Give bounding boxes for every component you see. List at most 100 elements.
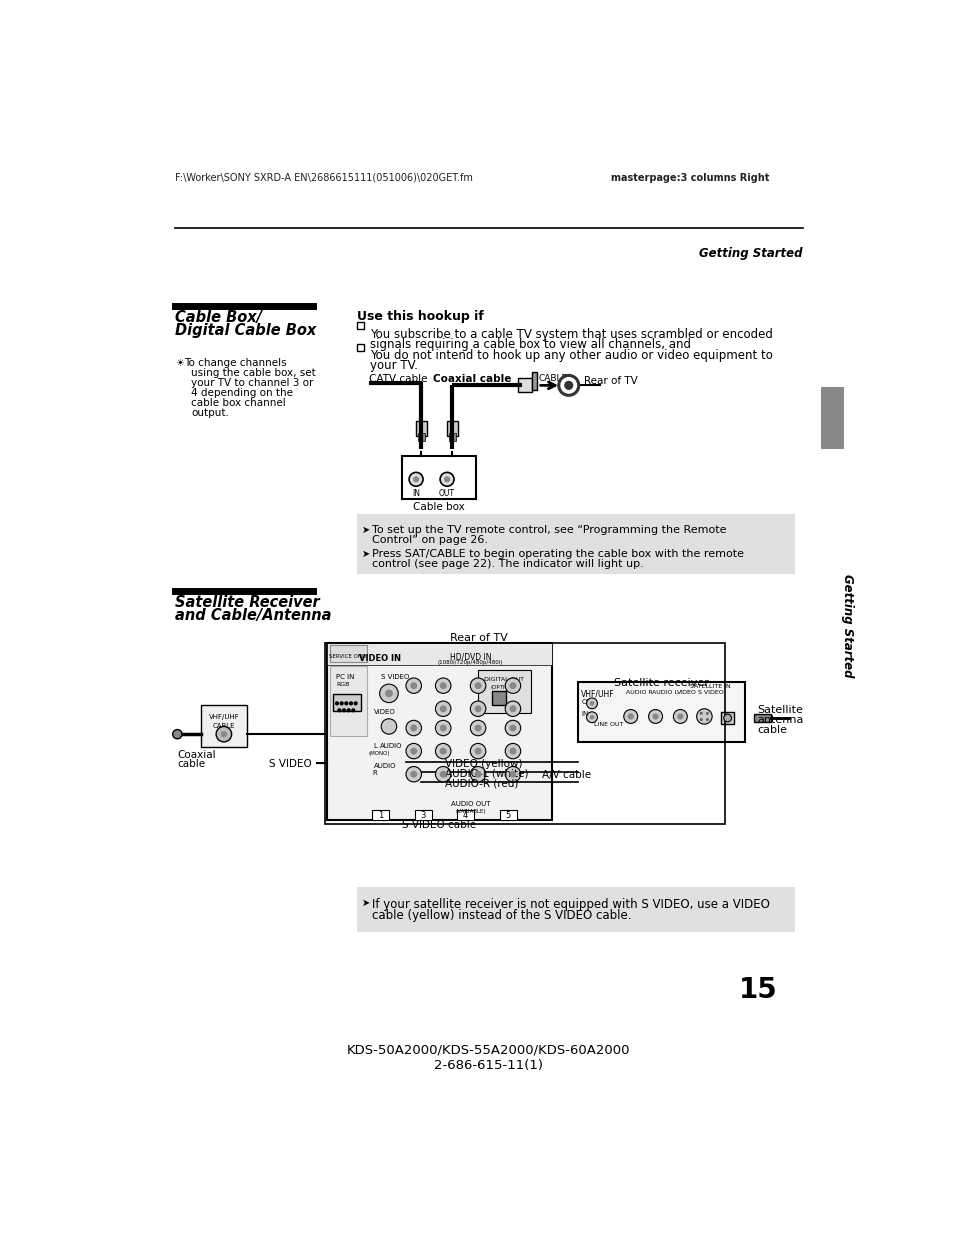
Text: VIDEO IN: VIDEO IN — [358, 655, 400, 663]
Text: HD/DVD IN: HD/DVD IN — [449, 652, 491, 662]
Bar — [356, 322, 364, 330]
Text: Satellite: Satellite — [757, 705, 802, 715]
Circle shape — [470, 767, 485, 782]
Text: 5: 5 — [505, 810, 511, 820]
Circle shape — [439, 771, 446, 778]
Bar — [356, 343, 364, 351]
Text: SATELLITE IN: SATELLITE IN — [690, 684, 730, 689]
Text: AUDIO-R (red): AUDIO-R (red) — [444, 779, 517, 789]
Text: ➤: ➤ — [361, 898, 370, 908]
Circle shape — [439, 472, 454, 487]
Text: Digital Cable Box: Digital Cable Box — [174, 324, 316, 338]
Bar — [416, 421, 427, 436]
Bar — [200, 705, 247, 747]
Text: VHF/UHF: VHF/UHF — [580, 689, 614, 699]
Text: VIDEO (yellow): VIDEO (yellow) — [444, 758, 521, 769]
Circle shape — [435, 767, 451, 782]
Text: VHF/UHF: VHF/UHF — [209, 714, 239, 720]
Text: SERVICE ONLY: SERVICE ONLY — [329, 655, 368, 659]
Bar — [417, 433, 425, 441]
Text: cable: cable — [177, 758, 205, 769]
Text: OUT: OUT — [580, 699, 596, 705]
Bar — [356, 514, 794, 574]
Text: Satellite Receiver: Satellite Receiver — [174, 595, 319, 610]
Circle shape — [349, 701, 352, 705]
Circle shape — [337, 709, 340, 711]
Text: AUDIO: AUDIO — [373, 763, 395, 768]
Circle shape — [586, 711, 597, 722]
Circle shape — [379, 684, 397, 703]
Bar — [820, 387, 843, 448]
Circle shape — [439, 682, 446, 689]
Text: 15: 15 — [739, 976, 778, 1004]
Bar — [330, 645, 367, 662]
Text: R: R — [372, 771, 376, 777]
Circle shape — [505, 743, 520, 758]
Circle shape — [385, 689, 393, 698]
Circle shape — [413, 477, 418, 483]
Text: DIGITAL OUT: DIGITAL OUT — [484, 677, 524, 682]
Circle shape — [347, 709, 350, 711]
Circle shape — [410, 747, 416, 755]
Circle shape — [509, 771, 516, 778]
Circle shape — [705, 711, 708, 715]
Text: AUDIO-L (white): AUDIO-L (white) — [444, 769, 528, 779]
Bar — [325, 643, 723, 824]
Circle shape — [443, 477, 450, 483]
Text: Coaxial cable: Coaxial cable — [433, 374, 511, 384]
Text: Satellite receiver: Satellite receiver — [613, 678, 708, 688]
Bar — [532, 372, 537, 390]
Circle shape — [406, 767, 421, 782]
Circle shape — [406, 743, 421, 758]
Circle shape — [335, 701, 338, 705]
Text: PC IN: PC IN — [335, 674, 355, 680]
Text: 4 depending on the: 4 depending on the — [192, 388, 293, 398]
Circle shape — [435, 720, 451, 736]
Bar — [578, 682, 744, 742]
Bar — [499, 810, 517, 820]
Circle shape — [410, 682, 416, 689]
Text: antenna: antenna — [757, 715, 802, 725]
Bar — [477, 671, 530, 713]
Text: You do not intend to hook up any other audio or video equipment to: You do not intend to hook up any other a… — [369, 350, 772, 362]
Text: IN: IN — [412, 489, 419, 498]
Text: output.: output. — [192, 408, 229, 417]
Text: 1: 1 — [377, 810, 383, 820]
Circle shape — [354, 701, 356, 705]
Bar — [447, 421, 457, 436]
Circle shape — [435, 678, 451, 693]
Text: CATV cable: CATV cable — [369, 374, 427, 384]
Text: 4: 4 — [462, 810, 468, 820]
Circle shape — [470, 678, 485, 693]
Text: ➤: ➤ — [361, 548, 370, 558]
Text: Coaxial: Coaxial — [177, 750, 215, 760]
Text: your TV to channel 3 or: your TV to channel 3 or — [192, 378, 314, 388]
Bar — [356, 888, 794, 932]
Circle shape — [677, 714, 682, 720]
Circle shape — [509, 725, 516, 731]
Circle shape — [474, 682, 481, 689]
Text: control (see page 22). The indicator will light up.: control (see page 22). The indicator wil… — [372, 558, 643, 568]
Bar — [753, 714, 770, 721]
Text: S VIDEO cable: S VIDEO cable — [402, 820, 476, 830]
Text: F:\Worker\SONY SXRD-A EN\2686615111(051006)\020GET.fm: F:\Worker\SONY SXRD-A EN\2686615111(0510… — [174, 173, 473, 183]
Text: and Cable/Antenna: and Cable/Antenna — [174, 608, 332, 622]
Text: (OPTICAL): (OPTICAL) — [491, 685, 517, 690]
Text: cable (yellow) instead of the S VIDEO cable.: cable (yellow) instead of the S VIDEO ca… — [372, 909, 631, 923]
Circle shape — [435, 743, 451, 758]
Circle shape — [474, 705, 481, 713]
Circle shape — [470, 720, 485, 736]
Circle shape — [439, 725, 446, 731]
Text: L: L — [373, 743, 377, 750]
Circle shape — [673, 710, 686, 724]
Circle shape — [435, 701, 451, 716]
Circle shape — [470, 701, 485, 716]
Circle shape — [410, 771, 416, 778]
Text: Press SAT/CABLE to begin operating the cable box with the remote: Press SAT/CABLE to begin operating the c… — [372, 548, 743, 558]
Circle shape — [505, 767, 520, 782]
Bar — [517, 378, 532, 393]
Bar — [720, 711, 733, 724]
Text: You subscribe to a cable TV system that uses scrambled or encoded: You subscribe to a cable TV system that … — [369, 327, 772, 341]
Text: CABLE: CABLE — [213, 722, 234, 729]
Text: Getting Started: Getting Started — [841, 574, 853, 677]
